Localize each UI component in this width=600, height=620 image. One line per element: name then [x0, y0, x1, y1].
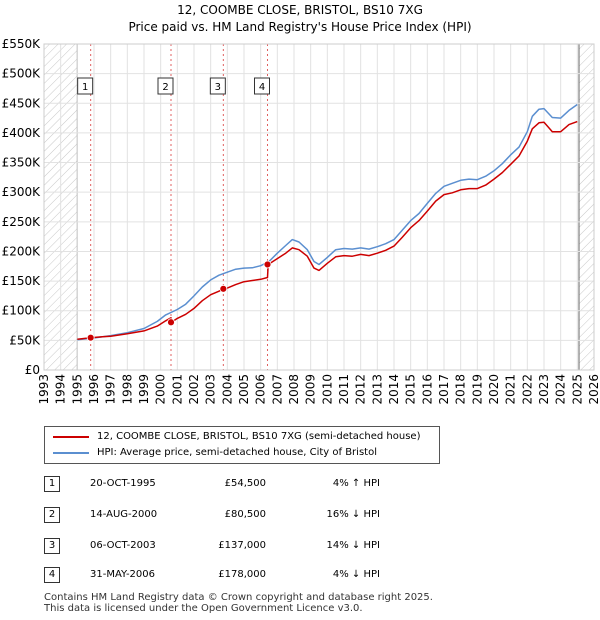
footer-copyright: Contains HM Land Registry data © Crown c…: [44, 592, 433, 603]
transaction-price: £178,000: [218, 569, 266, 580]
y-tick-label: £150K: [2, 274, 42, 288]
x-tick-label: 2019: [470, 374, 484, 405]
x-tick-label: 2011: [337, 374, 351, 405]
x-tick-label: 2022: [520, 374, 534, 405]
sale-point: [167, 318, 175, 327]
x-tick-label: 1996: [87, 374, 101, 405]
transaction-row: 2 14-AUG-2000 £80,500 16% ↓ HPI: [44, 505, 444, 525]
no-data-region: [579, 44, 594, 370]
x-tick-label: 1998: [120, 374, 134, 405]
hpi-line: [77, 103, 578, 341]
chart-legend: 12, COOMBE CLOSE, BRISTOL, BS10 7XG (sem…: [44, 426, 440, 464]
x-tick-label: 2008: [287, 374, 301, 405]
x-tick-label: 2016: [420, 374, 434, 405]
x-tick-label: 2006: [254, 374, 268, 405]
x-tick-label: 2018: [454, 374, 468, 405]
transaction-number: 2: [44, 507, 60, 523]
x-tick-label: 2010: [320, 374, 334, 405]
legend-label-hpi: HPI: Average price, semi-detached house,…: [97, 447, 377, 458]
transaction-date: 31-MAY-2006: [90, 569, 156, 580]
x-tick-label: 2024: [554, 374, 568, 405]
x-tick-label: 2005: [237, 374, 251, 405]
transaction-row: 1 20-OCT-1995 £54,500 4% ↑ HPI: [44, 474, 444, 494]
y-tick-label: £0: [25, 363, 40, 377]
x-tick-label: 2009: [304, 374, 318, 405]
y-tick-label: £300K: [2, 185, 42, 199]
sale-badge: [77, 77, 94, 95]
sale-badge: [157, 77, 174, 95]
x-tick-label: 2021: [504, 374, 518, 405]
x-tick-label: 2026: [587, 374, 600, 405]
y-tick-label: £100K: [2, 304, 42, 318]
sale-badge-label: 1: [82, 82, 88, 93]
sale-badge: [254, 77, 270, 95]
plot-border: [43, 43, 595, 371]
x-tick-label: 2000: [154, 374, 168, 405]
transaction-number: 3: [44, 538, 60, 554]
x-tick-label: 1995: [70, 374, 84, 405]
transaction-price: £137,000: [218, 540, 266, 551]
legend-label-property: 12, COOMBE CLOSE, BRISTOL, BS10 7XG (sem…: [97, 431, 421, 442]
transaction-price: £80,500: [224, 509, 266, 520]
x-tick-label: 1997: [104, 374, 118, 405]
property-price-line: [77, 120, 578, 340]
y-tick-label: £450K: [2, 96, 42, 110]
plot-area: [44, 44, 594, 370]
x-tick-label: 2013: [370, 374, 384, 405]
x-tick-label: 2017: [437, 374, 451, 405]
x-tick-label: 1993: [37, 374, 51, 405]
transaction-number: 1: [44, 476, 60, 492]
legend-swatch-property: [53, 436, 89, 438]
x-tick-label: 2014: [387, 374, 401, 405]
sale-badge: [209, 77, 226, 95]
sale-point: [86, 333, 95, 342]
x-tick-label: 2025: [570, 374, 584, 405]
y-tick-label: £350K: [2, 156, 42, 170]
transaction-price: £54,500: [224, 478, 266, 489]
x-tick-label: 1994: [54, 374, 68, 405]
x-tick-label: 2012: [354, 374, 368, 405]
x-tick-label: 2001: [170, 374, 184, 405]
x-tick-label: 1999: [137, 374, 151, 405]
footer-license: This data is licensed under the Open Gov…: [44, 603, 363, 614]
y-tick-label: £400K: [2, 126, 42, 140]
transaction-date: 14-AUG-2000: [90, 509, 158, 520]
transaction-hpi-diff: 4% ↓ HPI: [332, 569, 380, 580]
x-tick-label: 2020: [487, 374, 501, 405]
y-tick-label: £50K: [9, 333, 41, 347]
transaction-hpi-diff: 14% ↓ HPI: [326, 540, 380, 551]
sale-point: [263, 260, 272, 269]
sale-point: [219, 284, 228, 293]
transaction-hpi-diff: 4% ↑ HPI: [332, 478, 380, 489]
x-tick-label: 2007: [270, 374, 284, 405]
sale-badge-label: 3: [215, 82, 221, 93]
price-chart: 1 2 3 4 £0 £50K £100K £150K £200K £250K £300K £350…: [2, 37, 600, 405]
sale-badge-label: 4: [259, 82, 265, 93]
x-tick-label: 2002: [187, 374, 201, 405]
chart-subtitle: Price paid vs. HM Land Registry's House …: [128, 20, 472, 34]
y-tick-label: £200K: [2, 244, 42, 258]
transaction-row: 3 06-OCT-2003 £137,000 14% ↓ HPI: [44, 536, 444, 556]
transaction-date: 20-OCT-1995: [90, 478, 156, 489]
transaction-number: 4: [44, 567, 60, 583]
x-tick-label: 2004: [220, 374, 234, 405]
x-tick-label: 2015: [404, 374, 418, 405]
transaction-hpi-diff: 16% ↓ HPI: [326, 509, 380, 520]
transaction-date: 06-OCT-2003: [90, 540, 156, 551]
y-tick-label: £250K: [2, 215, 42, 229]
x-tick-label: 2023: [537, 374, 551, 405]
y-tick-label: £500K: [2, 67, 42, 81]
chart-title: 12, COOMBE CLOSE, BRISTOL, BS10 7XG: [177, 3, 423, 17]
transaction-row: 4 31-MAY-2006 £178,000 4% ↓ HPI: [44, 565, 444, 585]
sale-badge-label: 2: [162, 82, 168, 93]
legend-swatch-hpi: [53, 452, 89, 454]
y-tick-label: £550K: [2, 37, 42, 51]
x-tick-label: 2003: [204, 374, 218, 405]
